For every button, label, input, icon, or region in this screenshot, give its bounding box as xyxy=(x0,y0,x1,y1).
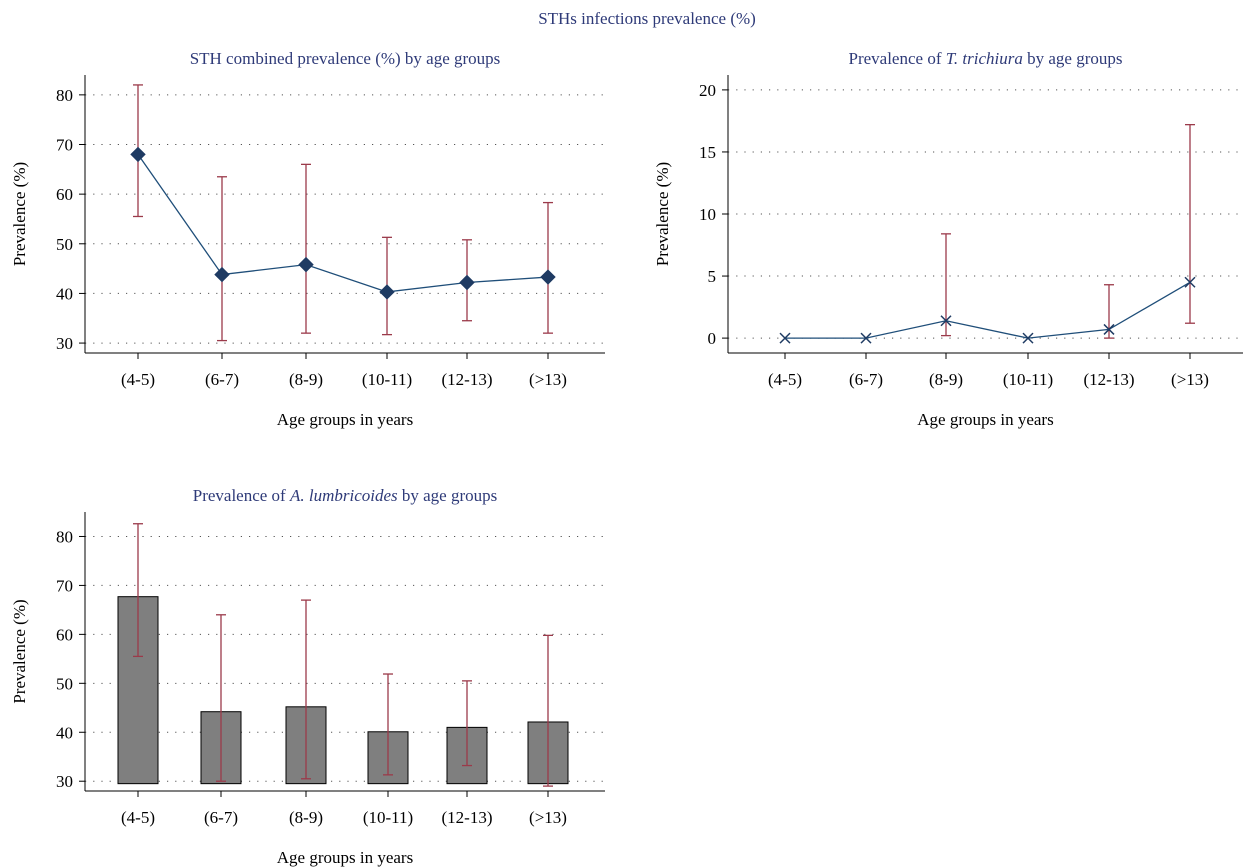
x-tick-label: (8-9) xyxy=(929,370,963,389)
data-point xyxy=(540,269,556,285)
x-tick-label: (10-11) xyxy=(362,370,412,389)
x-tick-label: (6-7) xyxy=(205,370,239,389)
error-bar xyxy=(383,673,393,776)
error-bar xyxy=(301,599,311,780)
x-tick-label: (8-9) xyxy=(289,808,323,827)
x-tick-label: (6-7) xyxy=(849,370,883,389)
y-tick-label: 60 xyxy=(56,625,73,644)
chart-title: Prevalence of A. lumbricoides by age gro… xyxy=(193,486,498,505)
y-tick-label: 20 xyxy=(699,81,716,100)
x-tick-label: (>13) xyxy=(529,370,567,389)
chart-panel-combined: STH combined prevalence (%) by age group… xyxy=(10,49,605,429)
data-point xyxy=(379,284,395,300)
error-bar xyxy=(133,523,143,658)
x-tick-label: (10-11) xyxy=(363,808,413,827)
chart-title: STH combined prevalence (%) by age group… xyxy=(190,49,501,68)
data-point xyxy=(779,332,791,344)
x-tick-label: (>13) xyxy=(1171,370,1209,389)
data-point xyxy=(1022,332,1034,344)
error-bar xyxy=(217,176,227,342)
y-axis-label: Prevalence (%) xyxy=(10,599,29,703)
y-tick-label: 60 xyxy=(56,185,73,204)
chart-title-part: by age groups xyxy=(1023,49,1123,68)
y-tick-label: 80 xyxy=(56,527,73,546)
y-tick-label: 40 xyxy=(56,284,73,303)
x-tick-label: (4-5) xyxy=(121,808,155,827)
y-tick-label: 70 xyxy=(56,136,73,155)
error-bar xyxy=(941,233,951,337)
chart-title: Prevalence of T. trichiura by age groups xyxy=(849,49,1123,68)
error-bar xyxy=(1185,123,1195,324)
x-tick-label: (>13) xyxy=(529,808,567,827)
chart-title-part: A. lumbricoides xyxy=(289,486,398,505)
x-tick-label: (12-13) xyxy=(442,808,493,827)
y-tick-label: 5 xyxy=(708,267,717,286)
y-axis-label: Prevalence (%) xyxy=(10,162,29,266)
y-tick-label: 30 xyxy=(56,772,73,791)
x-tick-label: (12-13) xyxy=(442,370,493,389)
figure-title: STHs infections prevalence (%) xyxy=(538,9,756,28)
x-tick-label: (8-9) xyxy=(289,370,323,389)
x-axis-label: Age groups in years xyxy=(277,410,413,429)
data-point xyxy=(130,146,146,163)
y-axis-label: Prevalence (%) xyxy=(653,162,672,266)
x-axis-label: Age groups in years xyxy=(277,848,413,867)
y-tick-label: 80 xyxy=(56,86,73,105)
error-bar xyxy=(462,680,472,767)
y-tick-label: 50 xyxy=(56,674,73,693)
x-tick-label: (10-11) xyxy=(1003,370,1053,389)
data-point xyxy=(459,274,475,291)
y-tick-label: 10 xyxy=(699,205,716,224)
y-tick-label: 30 xyxy=(56,334,73,353)
chart-title-part: by age groups xyxy=(398,486,498,505)
data-point xyxy=(1184,276,1196,288)
x-tick-label: (4-5) xyxy=(121,370,155,389)
data-point xyxy=(940,315,952,327)
chart-panel-trichiura: Prevalence of T. trichiura by age groups… xyxy=(653,49,1243,429)
chart-title-part: T. trichiura xyxy=(946,49,1023,68)
chart-title-part: Prevalence of xyxy=(193,486,290,505)
data-point xyxy=(860,332,872,344)
y-tick-label: 70 xyxy=(56,576,73,595)
y-tick-label: 50 xyxy=(56,235,73,254)
chart-title-part: Prevalence of xyxy=(849,49,946,68)
error-bar xyxy=(543,201,553,334)
x-tick-label: (12-13) xyxy=(1084,370,1135,389)
error-bar xyxy=(216,614,226,782)
x-tick-label: (4-5) xyxy=(768,370,802,389)
chart-panel-lumbricoides: Prevalence of A. lumbricoides by age gro… xyxy=(10,486,605,867)
y-tick-label: 40 xyxy=(56,723,73,742)
series-line xyxy=(137,154,549,293)
data-point xyxy=(214,266,230,283)
data-point xyxy=(298,256,314,273)
data-point xyxy=(1103,323,1115,335)
y-tick-label: 0 xyxy=(708,329,717,348)
y-tick-label: 15 xyxy=(699,143,716,162)
x-axis-label: Age groups in years xyxy=(917,410,1053,429)
x-tick-label: (6-7) xyxy=(204,808,238,827)
series-line xyxy=(785,281,1191,339)
error-bar xyxy=(543,634,553,787)
error-bar xyxy=(301,163,311,334)
